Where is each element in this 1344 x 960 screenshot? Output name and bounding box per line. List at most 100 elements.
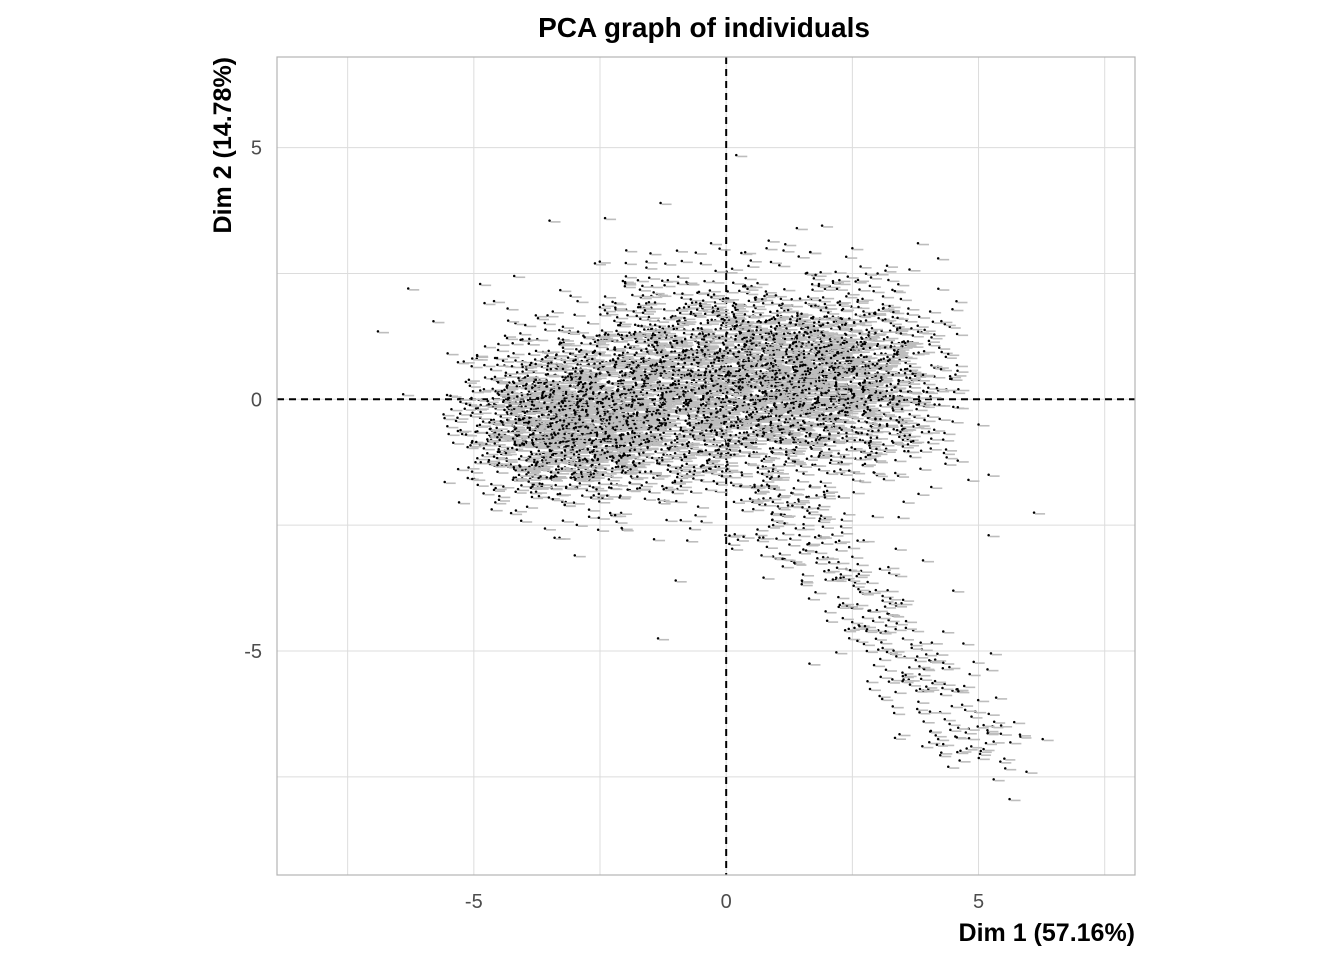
- point-label: [514, 439, 525, 441]
- data-point: [452, 441, 455, 444]
- data-point: [558, 386, 561, 390]
- data-point: [525, 473, 528, 476]
- point-label: [492, 430, 503, 433]
- point-label: [583, 496, 594, 498]
- point-label: [495, 404, 506, 406]
- point-label: [578, 403, 589, 406]
- point-label: [678, 477, 689, 480]
- data-point: [482, 492, 485, 495]
- point-label: [582, 361, 593, 364]
- point-label: [595, 367, 606, 370]
- point-label: [514, 353, 525, 356]
- point-label: [698, 310, 709, 312]
- point-label: [536, 364, 547, 367]
- data-point: [456, 361, 460, 364]
- data-point: [667, 325, 671, 328]
- data-point: [652, 476, 655, 479]
- data-point: [518, 444, 522, 447]
- data-point: [512, 476, 515, 479]
- point-label: [468, 447, 479, 450]
- data-point: [642, 459, 645, 463]
- point-label: [677, 251, 688, 253]
- data-point: [658, 325, 661, 329]
- point-label: [574, 433, 585, 436]
- point-label: [552, 480, 563, 482]
- data-point: [591, 351, 595, 354]
- point-label: [533, 389, 544, 392]
- data-point: [718, 247, 721, 250]
- point-label: [685, 318, 696, 321]
- point-label: [560, 330, 571, 333]
- data-point: [620, 456, 623, 459]
- point-label: [521, 403, 532, 406]
- point-label: [554, 391, 565, 394]
- data-point: [731, 304, 735, 307]
- point-label: [650, 492, 661, 494]
- data-point: [475, 424, 479, 428]
- point-label: [548, 448, 559, 450]
- data-point: [471, 411, 474, 414]
- point-label: [607, 448, 618, 451]
- point-label: [481, 462, 492, 465]
- point-label: [576, 466, 587, 468]
- data-point: [666, 468, 670, 472]
- data-point: [574, 426, 578, 429]
- point-label: [512, 366, 523, 369]
- point-label: [481, 405, 492, 408]
- data-point: [581, 385, 585, 389]
- point-label: [508, 308, 519, 311]
- point-label: [523, 444, 534, 446]
- data-point: [514, 359, 517, 362]
- data-point: [714, 465, 717, 469]
- point-label: [520, 381, 531, 383]
- data-point: [596, 457, 600, 461]
- point-label: [540, 424, 551, 427]
- data-point: [492, 455, 496, 458]
- data-point: [454, 419, 458, 423]
- data-point: [595, 344, 599, 348]
- point-label: [552, 389, 563, 392]
- point-label: [498, 365, 509, 367]
- point-label: [532, 393, 543, 396]
- data-point: [643, 328, 646, 331]
- data-point: [446, 425, 449, 428]
- point-label: [569, 358, 580, 360]
- data-point: [600, 385, 604, 388]
- data-point: [576, 402, 579, 405]
- point-label: [487, 444, 498, 447]
- point-label: [660, 458, 671, 461]
- data-point: [593, 362, 596, 366]
- point-label: [668, 470, 679, 472]
- data-point: [728, 411, 732, 415]
- point-label: [577, 349, 588, 352]
- point-label: [580, 483, 591, 486]
- data-point: [643, 309, 647, 312]
- point-label: [628, 433, 639, 436]
- data-point: [536, 424, 539, 428]
- point-label: [787, 455, 798, 457]
- point-label: [662, 403, 673, 406]
- data-point: [589, 431, 593, 435]
- point-label: [595, 456, 606, 459]
- point-label: [622, 458, 633, 460]
- point-label: [728, 347, 739, 350]
- data-point: [577, 390, 580, 393]
- data-point: [697, 369, 700, 372]
- point-label: [754, 434, 765, 436]
- point-label: [572, 474, 583, 477]
- data-point: [515, 434, 519, 438]
- point-label: [500, 496, 511, 499]
- points-layer: [376, 153, 1054, 802]
- data-point: [578, 418, 581, 421]
- point-label: [641, 435, 652, 438]
- data-point: [673, 432, 677, 436]
- point-label: [653, 286, 664, 289]
- point-label: [628, 490, 639, 492]
- point-label: [612, 484, 623, 486]
- point-label: [565, 448, 576, 450]
- data-point: [690, 490, 693, 493]
- point-label: [508, 420, 519, 422]
- point-label: [522, 364, 533, 367]
- data-point: [589, 496, 593, 499]
- point-label: [530, 471, 541, 473]
